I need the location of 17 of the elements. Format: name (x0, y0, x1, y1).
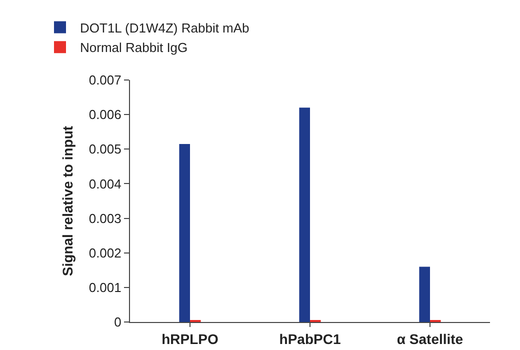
y-tick-label: 0.005 (88, 142, 122, 157)
bar (299, 108, 310, 322)
legend-label: Normal Rabbit IgG (80, 40, 188, 56)
y-tick-label: 0.001 (88, 280, 122, 295)
bar (179, 144, 190, 322)
x-tick-label: hPabPC1 (279, 330, 341, 347)
y-tick-label: 0.003 (88, 210, 122, 226)
legend-label: DOT1L (D1W4Z) Rabbit mAb (80, 20, 250, 36)
x-tick-label: hRPLPO (162, 330, 218, 347)
y-tick-label: 0.002 (88, 245, 122, 260)
bar (419, 266, 430, 322)
y-axis-title: Signal relative to input (59, 126, 76, 276)
y-tick-label: 0.007 (88, 72, 122, 88)
y-tick-label: 0 (114, 314, 122, 330)
y-tick-label: 0.006 (88, 107, 122, 122)
x-tick-label: α Satellite (396, 330, 464, 347)
y-tick-label: 0.004 (88, 176, 122, 192)
